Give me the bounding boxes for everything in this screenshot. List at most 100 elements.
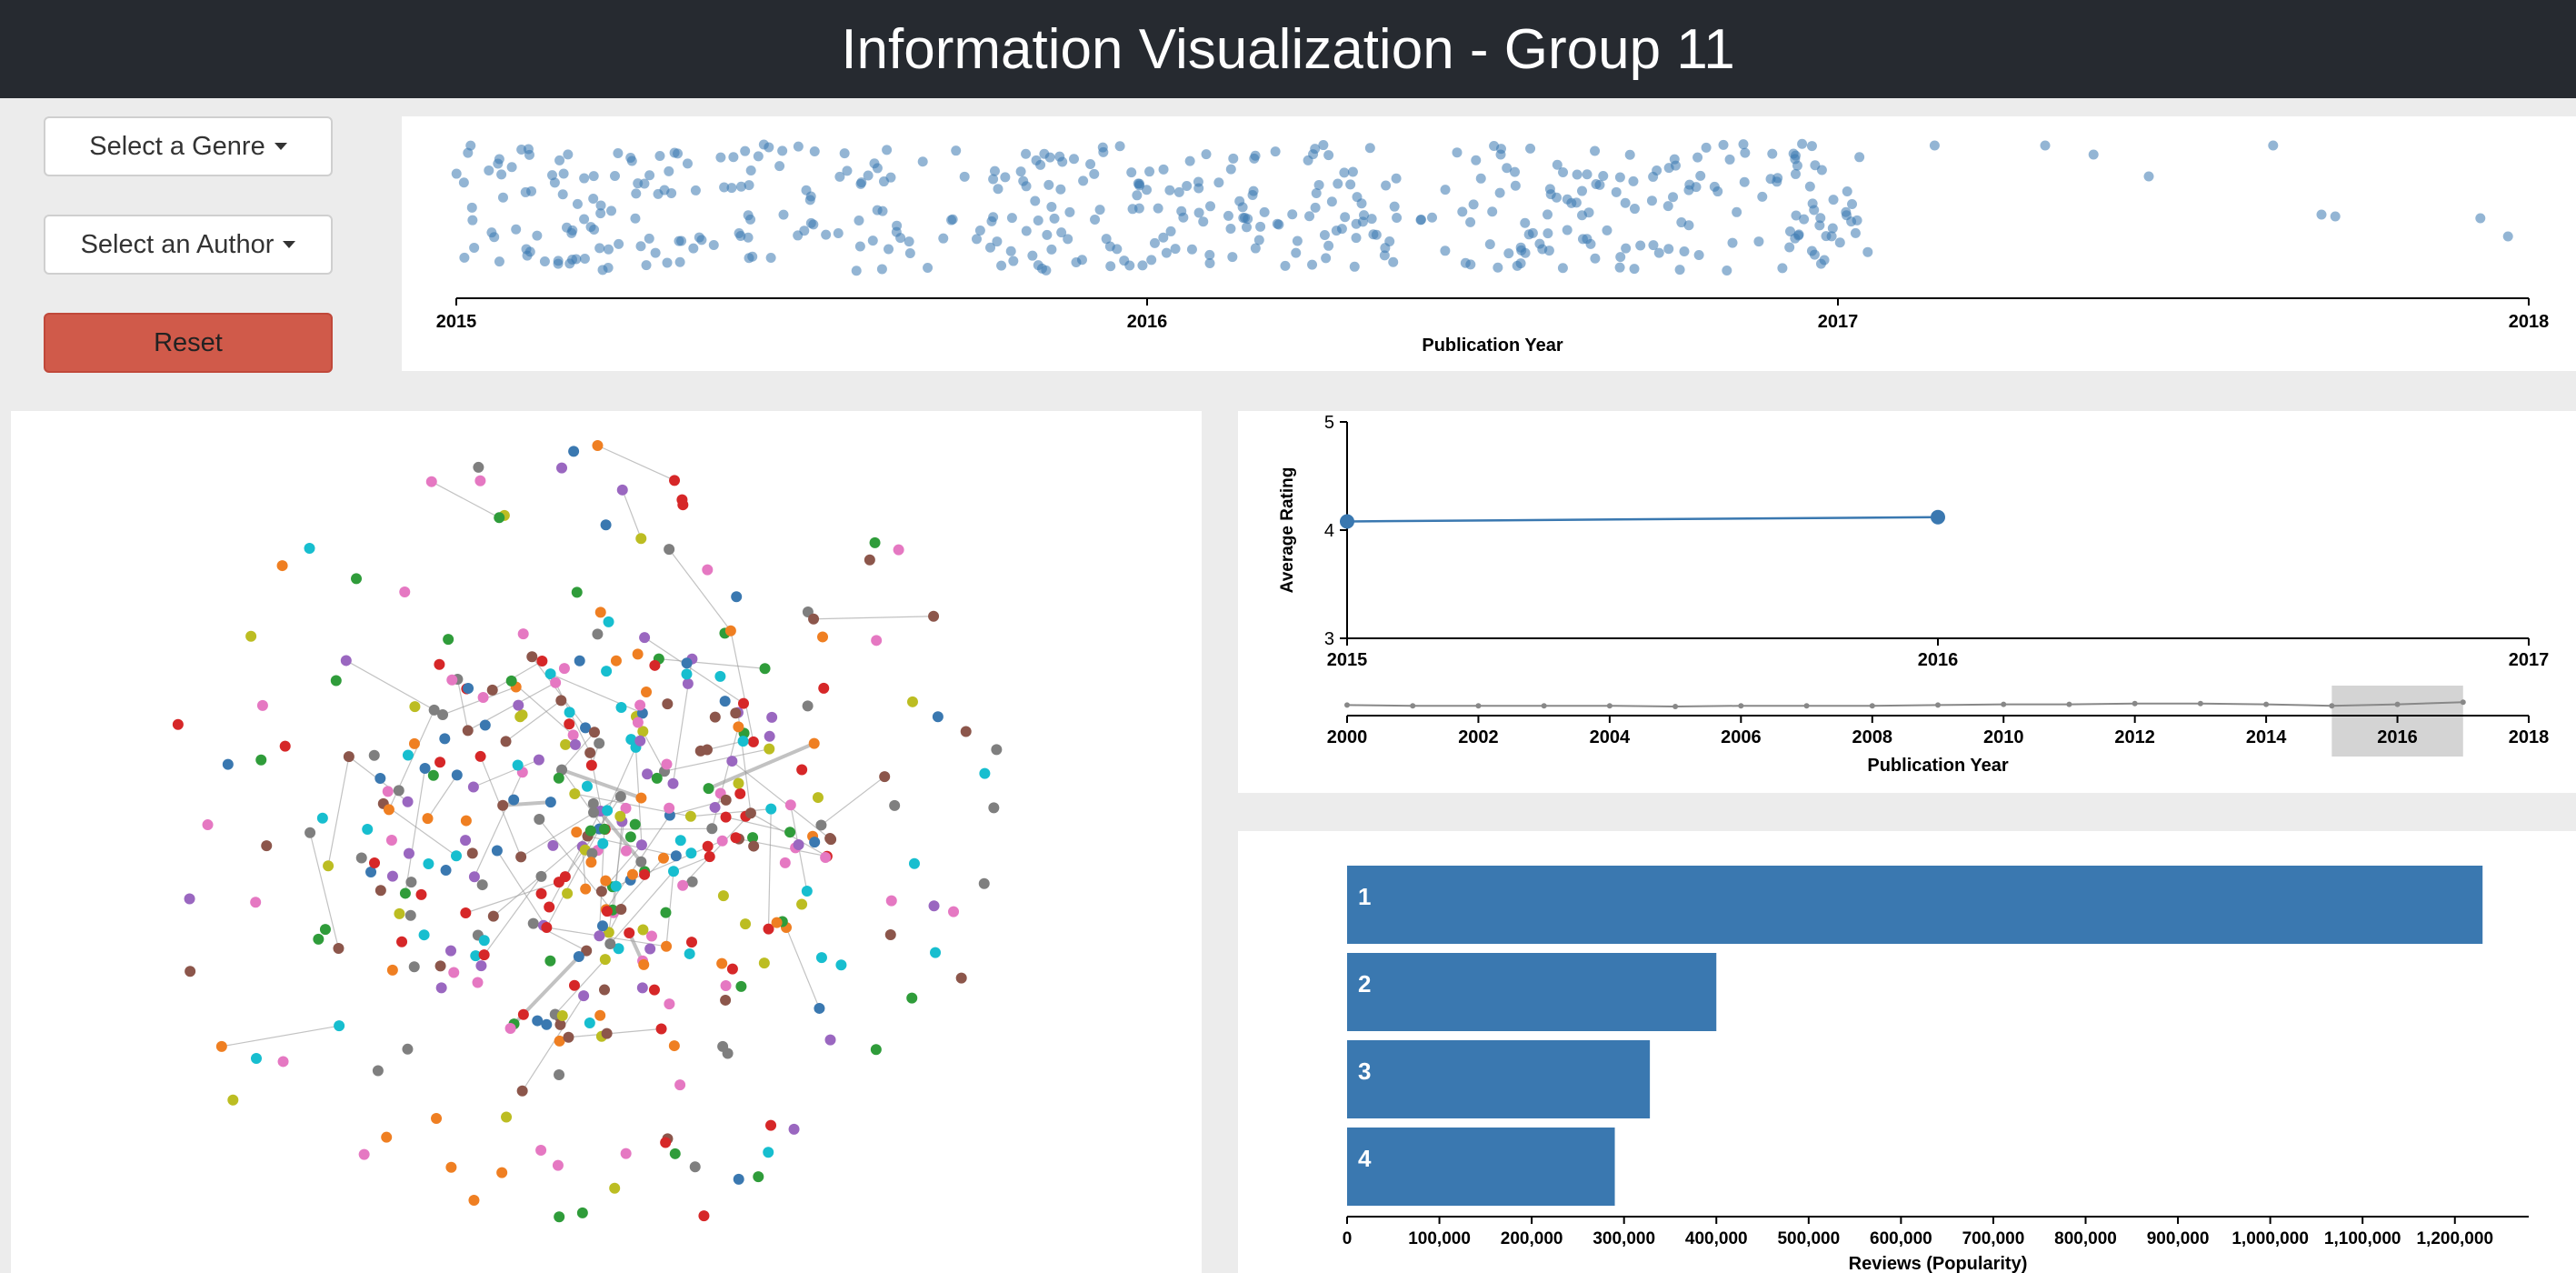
publication-point[interactable] bbox=[511, 224, 522, 235]
network-node[interactable] bbox=[250, 897, 262, 908]
publication-point[interactable] bbox=[466, 202, 477, 213]
publication-point[interactable] bbox=[1205, 201, 1216, 212]
publication-point[interactable] bbox=[625, 153, 636, 164]
network-node[interactable] bbox=[496, 1167, 508, 1178]
network-node[interactable] bbox=[624, 831, 636, 843]
publication-point[interactable] bbox=[1740, 147, 1751, 158]
network-node[interactable] bbox=[748, 840, 760, 852]
network-node[interactable] bbox=[369, 857, 381, 869]
network-node[interactable] bbox=[669, 1148, 681, 1159]
publication-point[interactable] bbox=[1590, 253, 1601, 264]
publication-point[interactable] bbox=[735, 181, 746, 192]
network-node[interactable] bbox=[645, 930, 657, 942]
publication-point[interactable] bbox=[1624, 149, 1635, 160]
network-node[interactable] bbox=[497, 799, 509, 811]
network-node[interactable] bbox=[709, 711, 721, 723]
publication-point[interactable] bbox=[1132, 190, 1143, 201]
network-node[interactable] bbox=[478, 949, 490, 961]
network-node[interactable] bbox=[664, 802, 675, 814]
network-node[interactable] bbox=[466, 847, 478, 859]
publication-point[interactable] bbox=[1204, 257, 1215, 268]
network-node[interactable] bbox=[808, 737, 820, 749]
network-node[interactable] bbox=[620, 1148, 632, 1159]
publication-point[interactable] bbox=[1841, 206, 1852, 217]
publication-point[interactable] bbox=[1628, 175, 1639, 186]
network-node[interactable] bbox=[758, 957, 770, 969]
publication-point[interactable] bbox=[1280, 260, 1291, 271]
network-node[interactable] bbox=[560, 738, 572, 750]
network-node[interactable] bbox=[601, 1027, 613, 1039]
network-node[interactable] bbox=[674, 835, 686, 847]
network-node[interactable] bbox=[227, 1094, 239, 1106]
publication-point[interactable] bbox=[1598, 171, 1609, 182]
network-node[interactable] bbox=[735, 980, 747, 992]
network-node[interactable] bbox=[402, 796, 414, 807]
publication-point[interactable] bbox=[2143, 171, 2154, 182]
publication-point[interactable] bbox=[743, 232, 754, 243]
network-node[interactable] bbox=[245, 630, 257, 642]
publication-point[interactable] bbox=[1670, 160, 1681, 171]
network-node[interactable] bbox=[720, 794, 732, 806]
network-node[interactable] bbox=[172, 718, 184, 730]
publication-point[interactable] bbox=[774, 161, 785, 172]
publication-point[interactable] bbox=[558, 168, 569, 179]
publication-point[interactable] bbox=[1552, 159, 1563, 170]
network-node[interactable] bbox=[567, 729, 579, 741]
network-node[interactable] bbox=[386, 870, 398, 882]
publication-point[interactable] bbox=[1510, 180, 1521, 191]
publication-point[interactable] bbox=[1223, 210, 1233, 221]
network-node[interactable] bbox=[554, 1035, 565, 1047]
publication-point[interactable] bbox=[1415, 215, 1426, 226]
publication-point[interactable] bbox=[1006, 213, 1017, 224]
publication-point[interactable] bbox=[1494, 187, 1505, 198]
network-node[interactable] bbox=[399, 887, 411, 899]
publication-point[interactable] bbox=[974, 225, 985, 236]
publication-point[interactable] bbox=[1273, 219, 1284, 230]
publication-point[interactable] bbox=[882, 145, 893, 155]
publication-point[interactable] bbox=[1777, 263, 1788, 274]
publication-point[interactable] bbox=[1558, 167, 1569, 178]
publication-point[interactable] bbox=[904, 236, 914, 247]
network-node[interactable] bbox=[462, 725, 474, 737]
network-node[interactable] bbox=[704, 851, 715, 863]
publication-point[interactable] bbox=[1364, 143, 1375, 154]
publication-point[interactable] bbox=[1331, 226, 1342, 236]
network-node[interactable] bbox=[558, 663, 570, 675]
publication-point[interactable] bbox=[777, 145, 788, 156]
network-node[interactable] bbox=[681, 657, 693, 669]
network-node[interactable] bbox=[443, 634, 454, 646]
publication-point[interactable] bbox=[1313, 179, 1324, 190]
network-node[interactable] bbox=[405, 877, 417, 888]
network-node[interactable] bbox=[595, 886, 607, 897]
network-node[interactable] bbox=[334, 1020, 345, 1032]
network-node[interactable] bbox=[717, 1040, 729, 1052]
publication-point[interactable] bbox=[1819, 255, 1830, 266]
network-node[interactable] bbox=[991, 744, 1003, 756]
publication-point[interactable] bbox=[1042, 229, 1053, 240]
network-node[interactable] bbox=[340, 655, 352, 667]
network-node[interactable] bbox=[644, 943, 656, 955]
publication-point[interactable] bbox=[1692, 152, 1703, 163]
network-node[interactable] bbox=[788, 1123, 800, 1135]
network-node[interactable] bbox=[585, 857, 597, 868]
publication-point[interactable] bbox=[1311, 188, 1322, 199]
network-node[interactable] bbox=[796, 898, 808, 910]
network-node[interactable] bbox=[825, 834, 837, 846]
network-node[interactable] bbox=[473, 461, 484, 473]
network-node[interactable] bbox=[615, 702, 627, 714]
publication-point[interactable] bbox=[892, 220, 903, 231]
network-node[interactable] bbox=[763, 1147, 774, 1158]
publication-point[interactable] bbox=[1054, 151, 1065, 162]
network-node[interactable] bbox=[437, 709, 449, 721]
network-node[interactable] bbox=[425, 476, 437, 487]
publication-point[interactable] bbox=[1137, 260, 1148, 271]
publication-point[interactable] bbox=[867, 236, 878, 246]
network-node[interactable] bbox=[960, 726, 972, 737]
network-node[interactable] bbox=[759, 663, 771, 675]
publication-point[interactable] bbox=[526, 185, 537, 196]
network-node[interactable] bbox=[601, 906, 613, 917]
publication-point[interactable] bbox=[1126, 167, 1137, 178]
publication-point[interactable] bbox=[459, 252, 470, 263]
network-node[interactable] bbox=[771, 917, 783, 928]
network-node[interactable] bbox=[594, 606, 606, 618]
